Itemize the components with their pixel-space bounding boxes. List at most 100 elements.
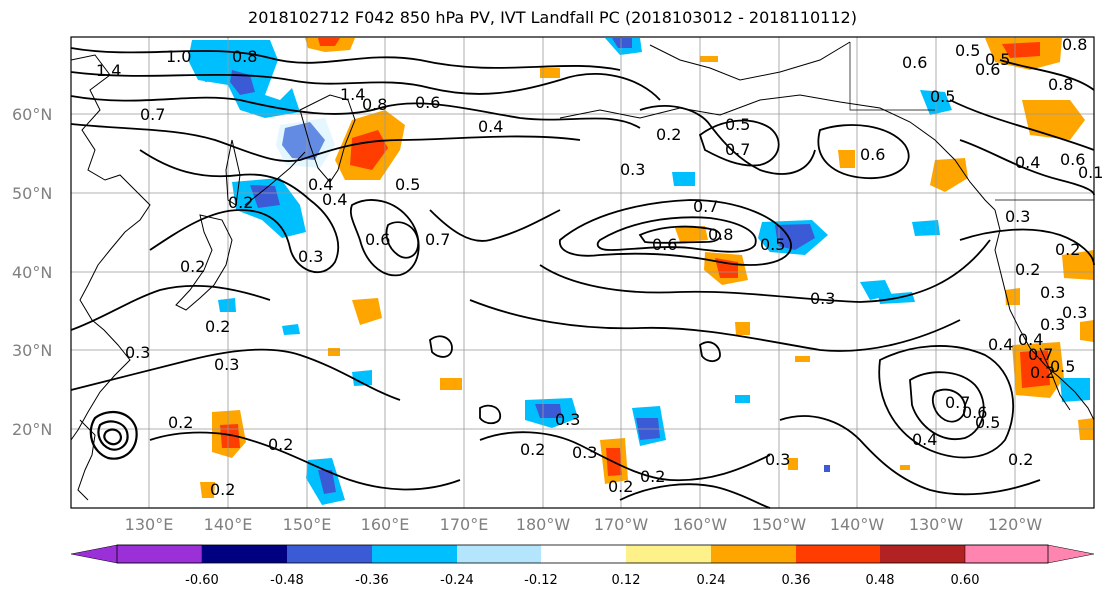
contour-label: 0.2 <box>205 317 230 336</box>
contour-label: 0.2 <box>1030 363 1055 382</box>
contour <box>596 216 757 253</box>
contour-labels: 1.4 1.0 0.8 0.7 1.4 0.8 0.6 0.4 0.2 0.5 … <box>96 35 1103 499</box>
shade-red <box>1002 42 1040 58</box>
colorbar-tick: -0.48 <box>270 573 304 588</box>
contour <box>70 123 581 162</box>
shade-blue <box>612 38 632 48</box>
lon-label: 160°W <box>673 515 728 534</box>
contour <box>70 284 271 331</box>
colorbar-seg-4 <box>457 545 541 563</box>
colorbar-tick: 0.12 <box>612 573 641 588</box>
colorbar-seg-1 <box>202 545 287 563</box>
contour <box>429 335 453 358</box>
shade-orange <box>352 298 382 325</box>
contour-label: 0.6 <box>652 235 677 254</box>
contour-label: 0.5 <box>1050 357 1075 376</box>
contour-label: 1.0 <box>166 47 191 66</box>
colorbar-tick: -0.24 <box>440 573 474 588</box>
colorbar-frame <box>116 544 1049 564</box>
shade-red <box>350 130 388 170</box>
colorbar-tick: 0.60 <box>951 573 980 588</box>
shade-blue <box>318 470 336 494</box>
shade-orange <box>900 465 910 470</box>
coast-asia <box>70 54 151 441</box>
contour <box>385 221 420 259</box>
contour-label: 0.7 <box>1028 345 1053 364</box>
border-canada <box>849 42 935 111</box>
contour <box>999 59 1095 91</box>
longitude-labels: 130°E 140°E 150°E 160°E 170°E 180°W 170°… <box>125 515 1043 534</box>
contour-label: 0.4 <box>322 190 347 209</box>
shade-cyan <box>282 324 300 335</box>
contour-label: 0.2 <box>1015 260 1040 279</box>
shade-red <box>1020 350 1050 388</box>
lon-label: 130°W <box>909 515 964 534</box>
colorbar-tick: -0.12 <box>524 573 558 588</box>
contour-label: 0.2 <box>1055 240 1080 259</box>
shade-orange <box>1080 320 1094 342</box>
contour <box>70 95 641 129</box>
contour-label: 0.6 <box>1060 150 1085 169</box>
contour-label: 0.4 <box>1018 330 1043 349</box>
contour-label: 0.7 <box>725 140 750 159</box>
colorbar-seg-6 <box>626 545 711 563</box>
contour <box>909 371 985 441</box>
contour-label: 0.5 <box>760 235 785 254</box>
contour <box>89 410 138 460</box>
shade-orange <box>328 348 340 356</box>
contour-label: 0.3 <box>1005 207 1030 226</box>
map-title: 2018102712 F042 850 hPa PV, IVT Landfall… <box>248 8 857 27</box>
contour-label: 0.4 <box>478 117 503 136</box>
contour-label: 0.3 <box>620 160 645 179</box>
contour-label: 0.1 <box>1078 163 1103 182</box>
shade-orange <box>540 68 560 78</box>
plot-frame <box>70 36 1095 509</box>
contour <box>103 428 123 446</box>
shade-orange <box>788 458 798 470</box>
contour-label: 0.3 <box>810 289 835 308</box>
shade-orange <box>1005 288 1020 305</box>
shade-cyan <box>1060 378 1090 402</box>
contour <box>959 139 1095 196</box>
contour <box>70 348 401 401</box>
shade-orange <box>1022 100 1085 140</box>
contour <box>97 420 129 451</box>
shade-cyan <box>200 62 228 82</box>
contour-label: 0.3 <box>1040 315 1065 334</box>
shade-orange <box>1062 250 1094 280</box>
shade-orange <box>735 322 750 335</box>
colorbar-tick: -0.60 <box>185 573 219 588</box>
contour-label: 0.2 <box>520 440 545 459</box>
contour <box>539 239 991 303</box>
contour-label: 0.3 <box>1062 303 1087 322</box>
contour-label: 0.6 <box>860 145 885 164</box>
shade-orange <box>440 378 462 390</box>
latitude-labels: 60°N 50°N 40°N 30°N 20°N <box>12 105 52 439</box>
contour-label: 0.6 <box>975 60 1000 79</box>
contour <box>949 99 1095 151</box>
colorbar-seg-7 <box>711 545 796 563</box>
contour <box>698 119 780 167</box>
contour-label: 0.2 <box>268 435 293 454</box>
contour-label: 0.3 <box>765 450 790 469</box>
contour-label: 0.5 <box>985 50 1010 69</box>
lon-label: 160°E <box>361 515 410 534</box>
coast-sakhalin <box>225 139 241 206</box>
contour-label: 0.2 <box>1008 450 1033 469</box>
contour <box>469 299 961 352</box>
contour-label: 0.5 <box>930 87 955 106</box>
contour-label: 0.6 <box>962 403 987 422</box>
contour-label: 0.8 <box>1062 35 1087 54</box>
colorbar-seg-10 <box>964 544 1095 564</box>
coast-baja <box>1039 347 1071 411</box>
coast-aleutian <box>559 107 721 119</box>
lon-label: 170°W <box>594 515 649 534</box>
contour-label: 0.7 <box>425 230 450 249</box>
colorbar-tick: 0.36 <box>782 573 811 588</box>
colorbar-tick: 0.48 <box>866 573 895 588</box>
shade-orange <box>200 482 215 498</box>
contour-label: 0.8 <box>708 225 733 244</box>
contour-label: 0.4 <box>1015 153 1040 172</box>
shade-blue <box>250 185 280 208</box>
contour-label: 0.2 <box>608 477 633 496</box>
